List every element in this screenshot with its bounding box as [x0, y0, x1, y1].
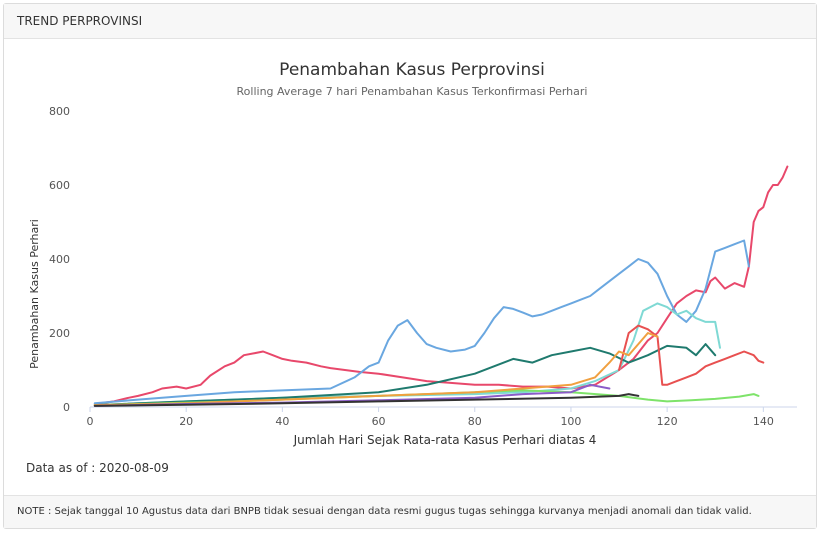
x-tick-label: 40 [275, 415, 289, 428]
x-tick-label: 120 [657, 415, 678, 428]
x-tick-label: 20 [179, 415, 193, 428]
x-tick-label: 100 [560, 415, 581, 428]
data-as-of: Data as of : 2020-08-09 [26, 461, 169, 475]
panel-header: TREND PERPROVINSI [4, 4, 816, 39]
x-axis-label: Jumlah Hari Sejak Rata-rata Kasus Perhar… [293, 433, 597, 447]
y-tick-label: 400 [49, 253, 70, 266]
y-tick-label: 800 [49, 105, 70, 118]
data-as-of-value: 2020-08-09 [99, 461, 169, 475]
x-tick-label: 140 [753, 415, 774, 428]
x-tick-label: 80 [468, 415, 482, 428]
y-axis-label: Penambahan Kasus Perhari [28, 219, 41, 369]
y-tick-label: 600 [49, 179, 70, 192]
series-line-7 [93, 332, 659, 407]
data-as-of-label: Data as of : [26, 461, 96, 475]
chart-subtitle: Rolling Average 7 hari Penambahan Kasus … [237, 85, 588, 98]
y-tick-label: 200 [49, 327, 70, 340]
series-line-9 [93, 393, 640, 407]
x-tick-label: 60 [372, 415, 386, 428]
line-chart: Penambahan Kasus Perprovinsi Rolling Ave… [28, 60, 797, 447]
series-group [93, 165, 789, 407]
series-line-2 [93, 239, 750, 405]
y-tick-label: 0 [63, 401, 70, 414]
chart-area: Penambahan Kasus Perprovinsi Rolling Ave… [4, 39, 816, 459]
chart-title: Penambahan Kasus Perprovinsi [279, 60, 545, 80]
x-tick-label: 0 [87, 415, 94, 428]
note-footer: NOTE : Sejak tanggal 10 Agustus data dar… [4, 495, 816, 528]
axes: 0 20 40 60 80 100 120 140 0 200 400 600 800 [49, 105, 797, 428]
trend-panel: TREND PERPROVINSI Penambahan Kasus Perpr… [3, 3, 817, 529]
series-line-5 [618, 324, 765, 386]
series-line-4 [93, 343, 717, 407]
series-line-1 [93, 165, 789, 405]
